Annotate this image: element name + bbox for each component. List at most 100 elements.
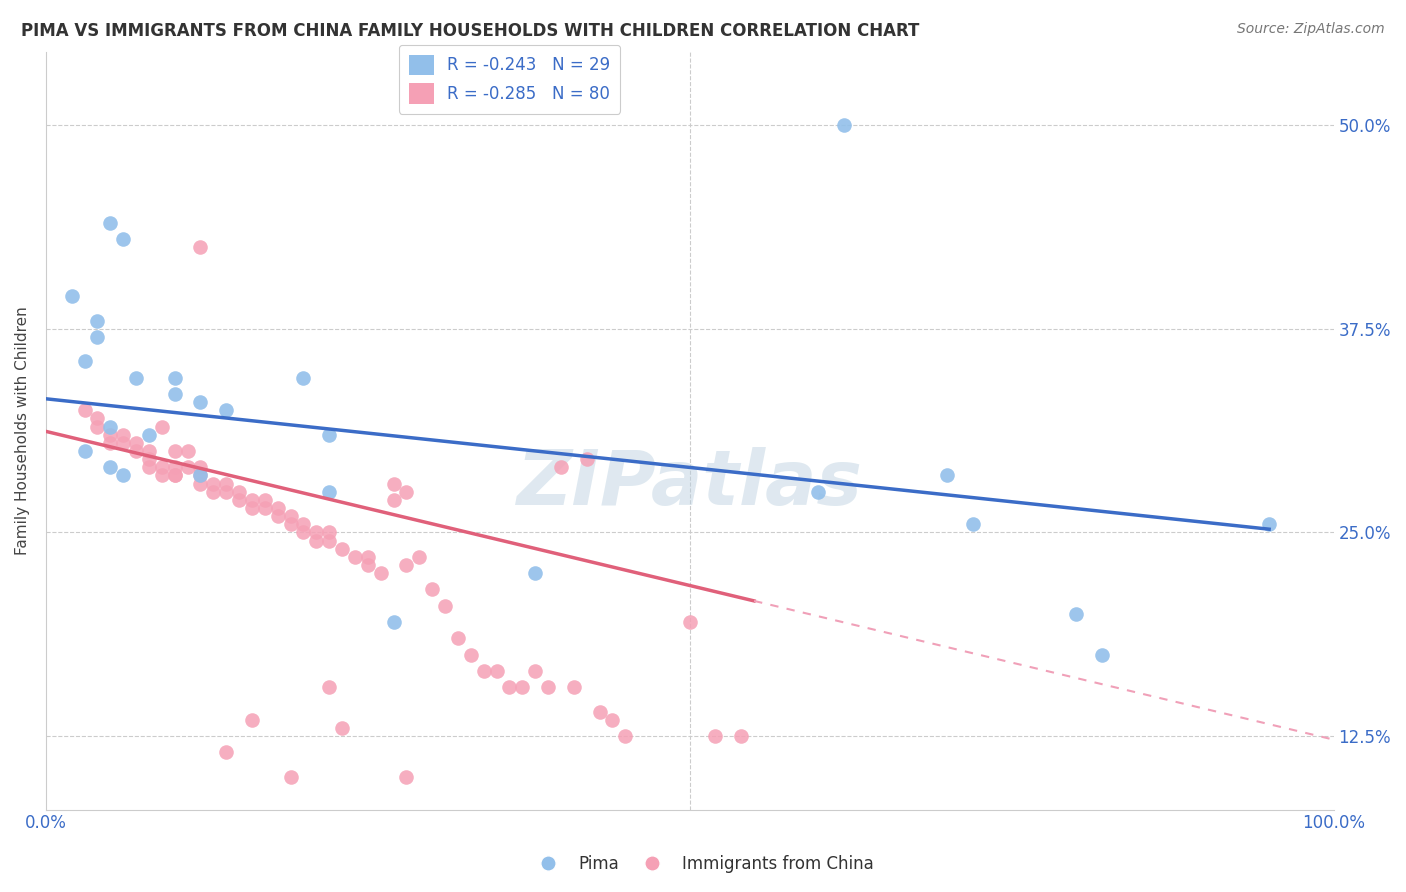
- Legend: R = -0.243   N = 29, R = -0.285   N = 80: R = -0.243 N = 29, R = -0.285 N = 80: [399, 45, 620, 114]
- Text: Source: ZipAtlas.com: Source: ZipAtlas.com: [1237, 22, 1385, 37]
- Point: [562, 681, 585, 695]
- Point: [190, 460, 212, 475]
- Point: [163, 370, 186, 384]
- Point: [550, 460, 572, 475]
- Point: [190, 476, 212, 491]
- Point: [86, 330, 108, 344]
- Point: [460, 648, 482, 662]
- Point: [253, 501, 276, 516]
- Point: [73, 444, 96, 458]
- Legend: Pima, Immigrants from China: Pima, Immigrants from China: [524, 848, 882, 880]
- Point: [318, 681, 340, 695]
- Point: [1091, 648, 1114, 662]
- Point: [98, 435, 121, 450]
- Point: [807, 484, 830, 499]
- Point: [318, 484, 340, 499]
- Point: [240, 713, 263, 727]
- Point: [730, 729, 752, 743]
- Point: [98, 216, 121, 230]
- Point: [395, 484, 418, 499]
- Point: [498, 681, 520, 695]
- Point: [202, 476, 225, 491]
- Y-axis label: Family Households with Children: Family Households with Children: [15, 306, 30, 555]
- Point: [98, 460, 121, 475]
- Point: [318, 533, 340, 548]
- Point: [420, 582, 443, 597]
- Point: [305, 533, 328, 548]
- Point: [395, 770, 418, 784]
- Point: [602, 713, 624, 727]
- Point: [305, 525, 328, 540]
- Point: [138, 444, 160, 458]
- Point: [382, 492, 405, 507]
- Point: [112, 435, 135, 450]
- Point: [163, 468, 186, 483]
- Point: [215, 746, 238, 760]
- Point: [1064, 607, 1087, 621]
- Point: [318, 427, 340, 442]
- Point: [163, 387, 186, 401]
- Point: [318, 525, 340, 540]
- Point: [292, 370, 315, 384]
- Point: [253, 492, 276, 507]
- Point: [202, 484, 225, 499]
- Point: [150, 468, 173, 483]
- Point: [330, 721, 353, 735]
- Point: [524, 566, 547, 581]
- Point: [163, 468, 186, 483]
- Point: [176, 460, 198, 475]
- Point: [112, 468, 135, 483]
- Point: [434, 599, 457, 613]
- Point: [98, 427, 121, 442]
- Point: [588, 705, 610, 719]
- Point: [524, 664, 547, 678]
- Point: [382, 476, 405, 491]
- Point: [138, 452, 160, 467]
- Point: [73, 354, 96, 368]
- Point: [215, 476, 238, 491]
- Point: [163, 444, 186, 458]
- Point: [240, 501, 263, 516]
- Point: [330, 541, 353, 556]
- Point: [190, 468, 212, 483]
- Point: [614, 729, 637, 743]
- Point: [190, 395, 212, 409]
- Point: [280, 509, 302, 524]
- Point: [962, 517, 984, 532]
- Point: [73, 403, 96, 417]
- Point: [485, 664, 508, 678]
- Point: [575, 452, 598, 467]
- Point: [408, 549, 430, 564]
- Point: [512, 681, 534, 695]
- Point: [1258, 517, 1281, 532]
- Text: ZIPatlas: ZIPatlas: [517, 447, 863, 521]
- Point: [357, 558, 380, 572]
- Point: [382, 615, 405, 629]
- Point: [936, 468, 959, 483]
- Point: [125, 435, 148, 450]
- Point: [138, 460, 160, 475]
- Point: [447, 632, 470, 646]
- Point: [86, 313, 108, 327]
- Point: [343, 549, 366, 564]
- Point: [370, 566, 392, 581]
- Point: [98, 419, 121, 434]
- Point: [163, 460, 186, 475]
- Point: [125, 444, 148, 458]
- Point: [112, 232, 135, 246]
- Point: [537, 681, 560, 695]
- Text: PIMA VS IMMIGRANTS FROM CHINA FAMILY HOUSEHOLDS WITH CHILDREN CORRELATION CHART: PIMA VS IMMIGRANTS FROM CHINA FAMILY HOU…: [21, 22, 920, 40]
- Point: [267, 501, 290, 516]
- Point: [240, 492, 263, 507]
- Point: [679, 615, 702, 629]
- Point: [176, 444, 198, 458]
- Point: [138, 427, 160, 442]
- Point: [125, 370, 148, 384]
- Point: [150, 419, 173, 434]
- Point: [215, 403, 238, 417]
- Point: [190, 468, 212, 483]
- Point: [112, 427, 135, 442]
- Point: [60, 289, 83, 303]
- Point: [292, 525, 315, 540]
- Point: [292, 517, 315, 532]
